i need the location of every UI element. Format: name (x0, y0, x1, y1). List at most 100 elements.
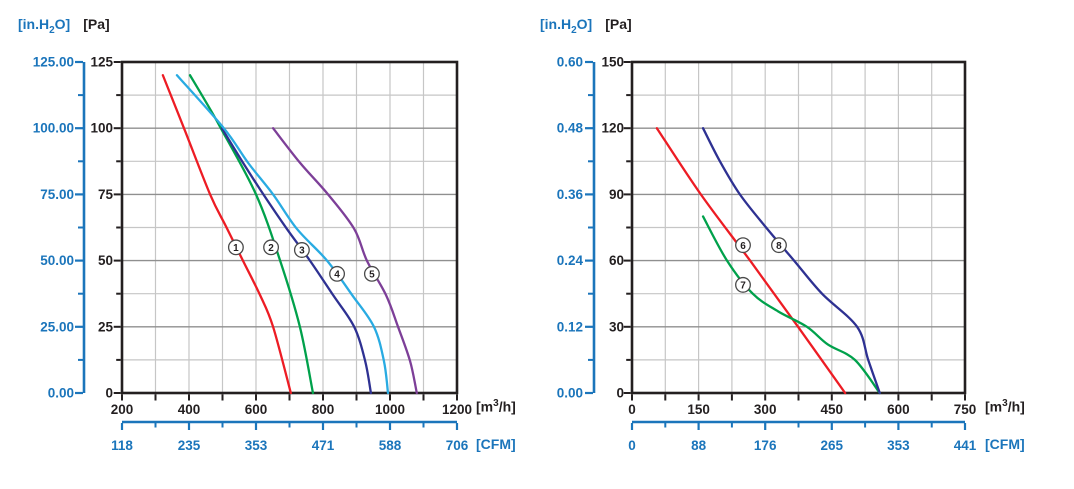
secondary-y-tick-label: 0.12 (557, 319, 583, 334)
curve-label-circle (363, 265, 380, 282)
curve-label-number: 2 (268, 243, 274, 254)
secondary-y-tick-label: 125.00 (33, 55, 74, 70)
right-pa-unit-label: [Pa] (605, 16, 632, 32)
curve-label-circle (329, 265, 346, 282)
secondary-y-tick-label: 25.00 (40, 319, 74, 334)
primary-axis-ticks (623, 61, 966, 401)
curve-label-circle (735, 237, 751, 254)
curve-label-6: 6 (735, 237, 751, 254)
x-tick-label: 300 (754, 402, 777, 417)
curve-label-1: 1 (227, 239, 244, 256)
grid (122, 62, 457, 393)
y-tick-label: 90 (609, 187, 624, 202)
curve-label-circle (771, 237, 787, 254)
secondary-x-tick-label: 471 (312, 438, 335, 453)
secondary-y-tick-label: 0.60 (557, 55, 583, 70)
curve-label-number: 7 (740, 280, 746, 291)
secondary-x-tick-label: 353 (245, 438, 268, 453)
chart-left: 200 400 600 800 1000 12001251007550250125.001… (33, 55, 472, 454)
chart-right: 0 150 300 450 600 75015012090603000.600.480.3… (557, 55, 977, 454)
curve-7 (701, 215, 881, 395)
curve-3 (220, 127, 373, 395)
x-tick-label: 450 (821, 402, 844, 417)
secondary-y-tick-label: 50.00 (40, 253, 74, 268)
secondary-y-tick-label: 0.24 (557, 253, 584, 268)
curve-label-8: 8 (771, 237, 787, 254)
secondary-y-axis: 0.60 0.48 0.36 0.24 0.12 0.00 (557, 55, 596, 401)
secondary-x-tick-label: 706 (446, 438, 469, 453)
curve-label-number: 6 (740, 241, 746, 252)
right-chart-pressure-units: [in.H2O] [Pa] (540, 16, 632, 36)
right-m3h-unit-label: [m3/h] (985, 398, 1025, 415)
secondary-y-tick-label: 100.00 (33, 121, 74, 136)
curve-label-number: 3 (299, 246, 305, 257)
curve-8 (701, 127, 881, 395)
y-tick-label: 100 (90, 121, 113, 136)
left-pa-unit-label: [Pa] (83, 16, 110, 32)
primary-axis-ticks (113, 61, 458, 401)
x-tick-label: 1000 (375, 402, 405, 417)
curve-2 (188, 74, 315, 395)
secondary-x-tick-label: 235 (178, 438, 201, 453)
secondary-x-tick-label: 0 (628, 438, 636, 453)
curve-label-3: 3 (293, 242, 310, 258)
curve-label-circle (227, 239, 244, 256)
right-inh2o-unit-label: [in.H2O] (540, 16, 593, 36)
left-chart-pressure-units: [in.H2O] [Pa] (18, 16, 110, 36)
curves (655, 127, 881, 395)
curve-label-circle (293, 242, 310, 258)
secondary-x-tick-label: 588 (379, 438, 402, 453)
secondary-x-tick-label: 353 (887, 438, 910, 453)
y-tick-label: 30 (609, 319, 624, 334)
y-tick-label: 25 (98, 319, 114, 334)
secondary-x-tick-label: 176 (754, 438, 777, 453)
y-tick-label: 120 (601, 121, 624, 136)
secondary-x-tick-label: 118 (111, 438, 133, 453)
x-tick-label: 600 (245, 402, 268, 417)
y-tick-label: 125 (90, 55, 113, 70)
curve-label-circle (263, 239, 280, 256)
curve-label-circle (735, 276, 751, 293)
left-m3h-unit-label: [m3/h] (476, 398, 516, 415)
secondary-x-axis: 0 88 176 265 353 441 (628, 420, 977, 453)
curve-label-4: 4 (329, 265, 346, 282)
y-tick-label: 50 (98, 253, 113, 268)
right-cfm-unit-label: [CFM] (985, 436, 1025, 452)
x-tick-label: 0 (628, 402, 636, 417)
curve-label-number: 8 (776, 241, 782, 252)
secondary-x-axis: 118 235 353 471 588 706 (111, 420, 469, 453)
curve-label-5: 5 (363, 265, 380, 282)
left-inh2o-unit-label: [in.H2O] (18, 16, 71, 36)
secondary-y-tick-label: 0.48 (557, 121, 584, 136)
x-tick-label: 1200 (442, 402, 472, 417)
plot-frame (120, 60, 459, 395)
curve-4 (175, 74, 390, 395)
x-tick-label: 750 (954, 402, 977, 417)
x-tick-label: 800 (312, 402, 335, 417)
secondary-y-tick-label: 0.00 (557, 386, 583, 401)
secondary-x-tick-label: 441 (954, 438, 977, 453)
secondary-y-axis: 125.00 100.00 75.00 50.00 25.00 0.00 (33, 55, 86, 401)
curve-label-number: 5 (369, 269, 375, 280)
y-tick-label: 75 (98, 187, 114, 202)
y-tick-label: 150 (601, 55, 624, 70)
x-tick-label: 200 (111, 402, 134, 417)
y-tick-label: 0 (105, 386, 113, 401)
secondary-y-tick-label: 75.00 (40, 187, 74, 202)
curve-5 (271, 127, 418, 395)
left-cfm-unit-label: [CFM] (476, 436, 516, 452)
y-tick-label: 0 (616, 386, 624, 401)
x-tick-label: 400 (178, 402, 201, 417)
x-tick-label: 150 (687, 402, 710, 417)
curve-label-7: 7 (735, 276, 751, 293)
secondary-y-tick-label: 0.00 (48, 386, 74, 401)
x-tick-label: 600 (887, 402, 910, 417)
curve-label-number: 4 (334, 269, 340, 280)
curves (161, 74, 418, 395)
secondary-x-tick-label: 88 (691, 438, 707, 453)
plot-frame (630, 60, 967, 395)
curve-label-2: 2 (263, 239, 280, 256)
